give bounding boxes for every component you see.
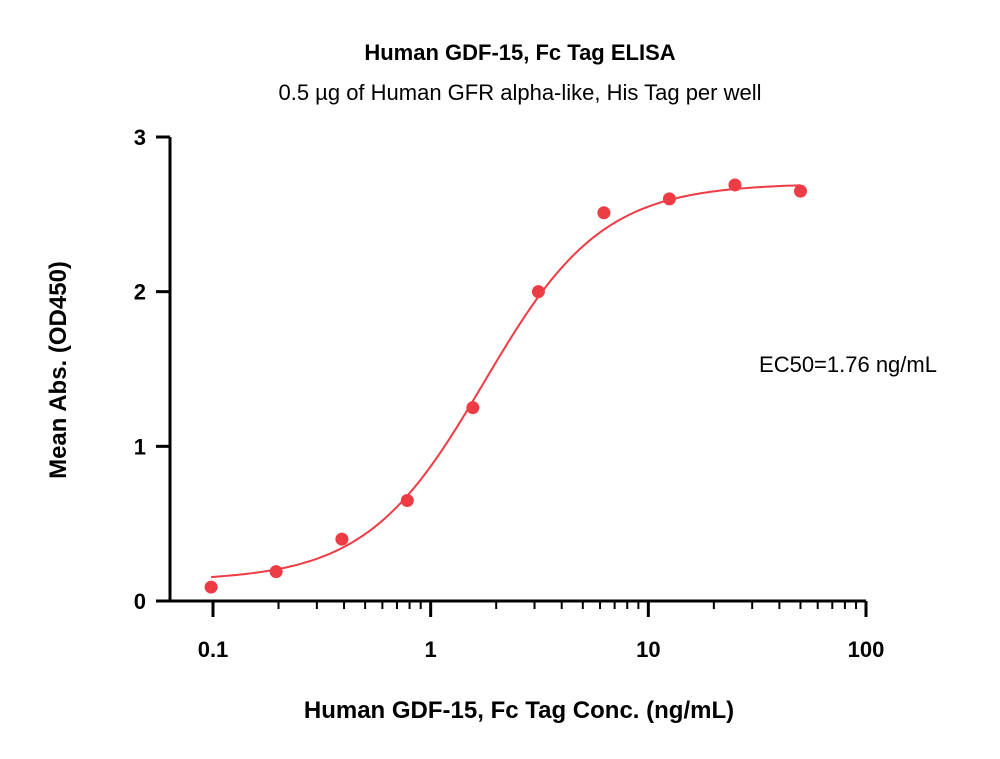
data-point <box>269 565 283 579</box>
data-point <box>597 206 611 220</box>
data-points <box>204 178 807 594</box>
y-tick-label: 2 <box>134 280 146 305</box>
x-tick-label: 1 <box>425 637 437 662</box>
ec50-annotation: EC50=1.76 ng/mL <box>759 352 937 377</box>
x-tick-label: 100 <box>848 637 885 662</box>
y-tick-label: 0 <box>134 589 146 614</box>
x-axis-label: Human GDF-15, Fc Tag Conc. (ng/mL) <box>304 697 734 724</box>
x-tick-label: 10 <box>636 637 660 662</box>
data-point <box>662 192 676 206</box>
fit-curve <box>211 184 801 579</box>
data-point <box>400 493 414 507</box>
chart-title: Human GDF-15, Fc Tag ELISA <box>364 40 675 65</box>
data-point <box>531 285 545 299</box>
data-point <box>728 178 742 192</box>
data-point <box>335 532 349 546</box>
y-ticks: 0 1 2 3 <box>134 125 170 614</box>
data-point <box>204 580 218 594</box>
x-ticks: 0.1 1 10 100 <box>198 601 885 662</box>
y-axis-label: Mean Abs. (OD450) <box>45 261 72 479</box>
data-point <box>793 184 807 198</box>
chart-subtitle: 0.5 µg of Human GFR alpha-like, His Tag … <box>278 80 761 105</box>
y-tick-label: 1 <box>134 434 146 459</box>
data-point <box>466 401 480 415</box>
x-tick-label: 0.1 <box>198 637 229 662</box>
y-tick-label: 3 <box>134 125 146 150</box>
